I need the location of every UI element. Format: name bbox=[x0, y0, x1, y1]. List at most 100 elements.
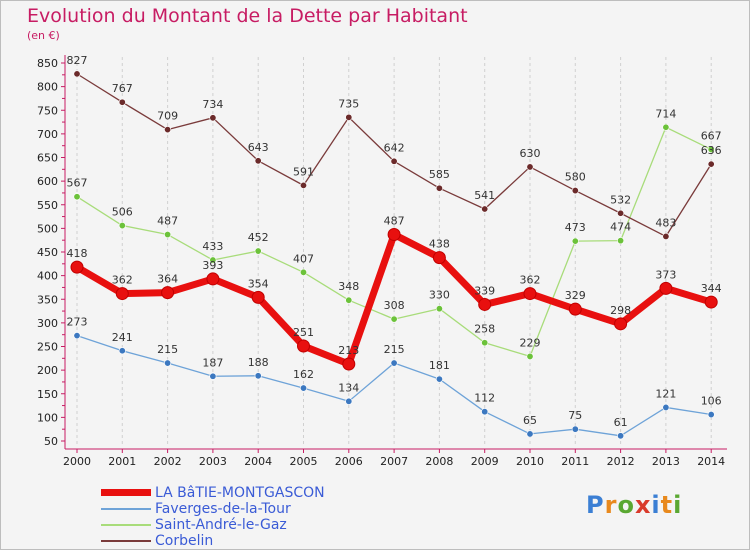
data-label-faverges-de-la-tour: 241 bbox=[112, 331, 133, 344]
data-point-saint-andr-le-gaz bbox=[164, 231, 172, 239]
legend-label: LA BâTIE-MONTGASCON bbox=[155, 485, 325, 501]
data-point-saint-andr-le-gaz bbox=[209, 256, 217, 264]
data-label-la-b-tie-montgascon: 251 bbox=[293, 326, 314, 339]
y-tick-label: 200 bbox=[37, 364, 58, 377]
data-point-saint-andr-le-gaz bbox=[481, 339, 489, 347]
data-label-faverges-de-la-tour: 187 bbox=[202, 356, 223, 369]
y-tick-label: 850 bbox=[37, 57, 58, 70]
data-point-faverges-de-la-tour bbox=[299, 384, 307, 392]
data-point-la-b-tie-montgascon bbox=[206, 272, 220, 286]
chart-unit-label: (en €) bbox=[27, 29, 60, 42]
data-label-saint-andr-le-gaz: 473 bbox=[565, 221, 586, 234]
data-point-corbelin bbox=[571, 187, 579, 195]
data-point-faverges-de-la-tour bbox=[435, 375, 443, 383]
data-label-faverges-de-la-tour: 273 bbox=[67, 316, 88, 329]
data-label-la-b-tie-montgascon: 344 bbox=[701, 282, 722, 295]
y-tick-label: 700 bbox=[37, 128, 58, 141]
data-label-saint-andr-le-gaz: 407 bbox=[293, 252, 314, 265]
data-point-la-b-tie-montgascon bbox=[115, 287, 129, 301]
legend-swatch bbox=[101, 540, 151, 542]
data-label-saint-andr-le-gaz: 452 bbox=[248, 231, 269, 244]
data-point-saint-andr-le-gaz bbox=[73, 193, 81, 201]
data-point-saint-andr-le-gaz bbox=[345, 296, 353, 304]
logo-letter: o bbox=[617, 491, 635, 519]
y-tick-label: 550 bbox=[37, 199, 58, 212]
y-tick-label: 500 bbox=[37, 222, 58, 235]
logo-letter: P bbox=[586, 491, 605, 519]
data-point-corbelin bbox=[345, 113, 353, 121]
data-point-saint-andr-le-gaz bbox=[662, 123, 670, 131]
data-point-la-b-tie-montgascon bbox=[432, 251, 446, 265]
data-point-corbelin bbox=[481, 205, 489, 213]
data-label-saint-andr-le-gaz: 714 bbox=[655, 107, 676, 120]
data-point-la-b-tie-montgascon bbox=[387, 228, 401, 242]
y-tick-label: 750 bbox=[37, 104, 58, 117]
data-point-la-b-tie-montgascon bbox=[70, 260, 84, 274]
data-label-la-b-tie-montgascon: 364 bbox=[157, 273, 178, 286]
data-point-corbelin bbox=[707, 160, 715, 168]
data-label-la-b-tie-montgascon: 354 bbox=[248, 277, 269, 290]
axes: 50 100 150 200 250 300 350 400 450 500 550 600 650 70… bbox=[37, 55, 727, 468]
x-tick-label: 2007 bbox=[380, 455, 408, 468]
legend-swatch bbox=[101, 489, 151, 496]
data-label-corbelin: 580 bbox=[565, 171, 586, 184]
chart-title: Evolution du Montant de la Dette par Hab… bbox=[27, 5, 468, 27]
x-tick-label: 2004 bbox=[244, 455, 272, 468]
y-tick-label: 300 bbox=[37, 317, 58, 330]
data-point-corbelin bbox=[73, 70, 81, 78]
data-label-corbelin: 636 bbox=[701, 144, 722, 157]
data-label-corbelin: 591 bbox=[293, 165, 314, 178]
data-point-faverges-de-la-tour bbox=[707, 411, 715, 419]
x-tick-label: 2008 bbox=[425, 455, 453, 468]
x-tick-label: 2011 bbox=[561, 455, 589, 468]
data-label-la-b-tie-montgascon: 213 bbox=[338, 344, 359, 357]
data-labels: 273 241 215 187 188 162 134 215 181 112 65 75 61 121 1… bbox=[67, 54, 722, 429]
data-point-saint-andr-le-gaz bbox=[617, 237, 625, 245]
x-tick-label: 2000 bbox=[63, 455, 91, 468]
data-point-faverges-de-la-tour bbox=[390, 359, 398, 367]
data-label-faverges-de-la-tour: 106 bbox=[701, 395, 722, 408]
plot-area bbox=[65, 55, 727, 441]
logo-letter: x bbox=[634, 491, 652, 519]
y-tick-label: 400 bbox=[37, 270, 58, 283]
data-label-corbelin: 827 bbox=[67, 54, 88, 67]
data-label-saint-andr-le-gaz: 567 bbox=[67, 177, 88, 190]
data-point-saint-andr-le-gaz bbox=[571, 237, 579, 245]
data-label-faverges-de-la-tour: 162 bbox=[293, 368, 314, 381]
y-tick-label: 50 bbox=[44, 435, 58, 448]
data-label-corbelin: 483 bbox=[655, 216, 676, 229]
legend-label: Saint-André-le-Gaz bbox=[155, 517, 287, 533]
y-tick-label: 100 bbox=[37, 411, 58, 424]
data-label-corbelin: 642 bbox=[384, 141, 405, 154]
legend-swatch bbox=[101, 508, 151, 510]
data-label-saint-andr-le-gaz: 474 bbox=[610, 221, 631, 234]
y-tick-label: 350 bbox=[37, 293, 58, 306]
data-label-corbelin: 643 bbox=[248, 141, 269, 154]
data-label-corbelin: 532 bbox=[610, 193, 631, 206]
data-label-la-b-tie-montgascon: 373 bbox=[655, 268, 676, 281]
data-point-corbelin bbox=[617, 209, 625, 217]
data-point-faverges-de-la-tour bbox=[73, 332, 81, 340]
data-label-la-b-tie-montgascon: 393 bbox=[202, 259, 223, 272]
data-point-corbelin bbox=[526, 163, 534, 171]
data-label-la-b-tie-montgascon: 298 bbox=[610, 304, 631, 317]
data-point-saint-andr-le-gaz bbox=[526, 352, 534, 360]
data-point-la-b-tie-montgascon bbox=[251, 290, 265, 304]
data-point-faverges-de-la-tour bbox=[571, 425, 579, 433]
x-tick-label: 2003 bbox=[199, 455, 227, 468]
grid bbox=[65, 55, 727, 447]
data-label-saint-andr-le-gaz: 667 bbox=[701, 129, 722, 142]
x-tick-label: 2002 bbox=[154, 455, 182, 468]
data-point-la-b-tie-montgascon bbox=[659, 281, 673, 295]
data-point-saint-andr-le-gaz bbox=[299, 268, 307, 276]
data-point-faverges-de-la-tour bbox=[481, 408, 489, 416]
logo-letter: i bbox=[673, 491, 683, 519]
data-label-saint-andr-le-gaz: 330 bbox=[429, 289, 450, 302]
data-label-saint-andr-le-gaz: 308 bbox=[384, 299, 405, 312]
data-point-corbelin bbox=[435, 184, 443, 192]
data-point-faverges-de-la-tour bbox=[526, 430, 534, 438]
data-point-la-b-tie-montgascon bbox=[342, 357, 356, 371]
data-label-la-b-tie-montgascon: 339 bbox=[474, 284, 495, 297]
data-point-corbelin bbox=[254, 157, 262, 165]
data-label-faverges-de-la-tour: 121 bbox=[655, 387, 676, 400]
